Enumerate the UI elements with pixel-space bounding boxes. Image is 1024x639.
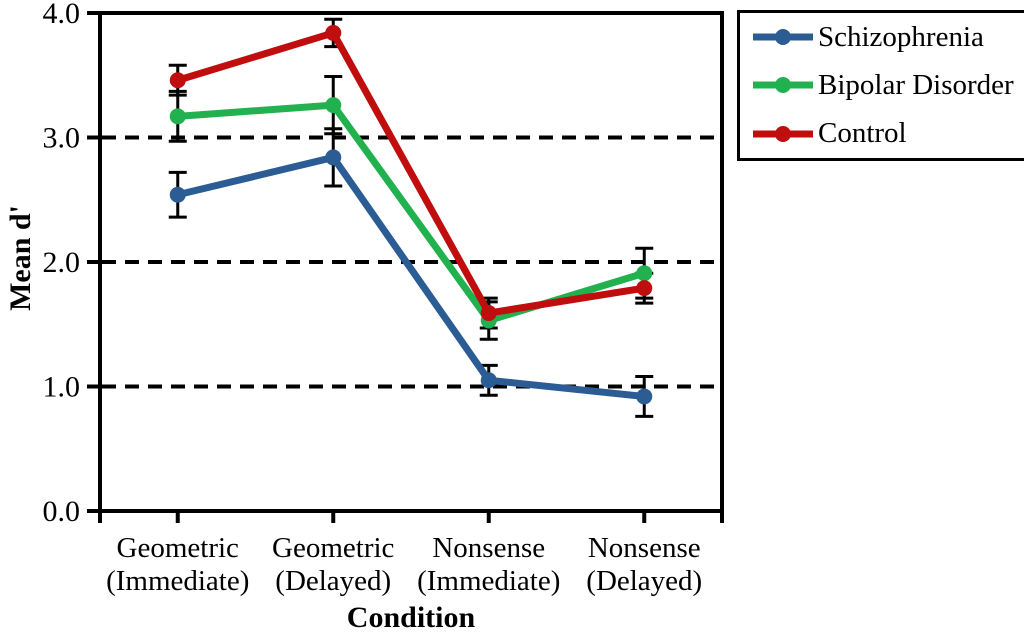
legend-marker — [775, 125, 791, 142]
x-category-label: Nonsense — [588, 532, 701, 564]
series-line-schizophrenia — [174, 153, 648, 400]
data-point-bipolar-disorder — [169, 108, 186, 125]
y-tick-label: 0.0 — [43, 495, 81, 528]
legend-item-schizophrenia: Schizophrenia — [752, 13, 1024, 61]
series-line-bipolar-disorder — [174, 101, 648, 325]
data-point-control — [169, 72, 186, 89]
data-point-schizophrenia — [636, 388, 653, 405]
x-axis-title: Condition — [346, 601, 476, 634]
data-point-control — [480, 305, 497, 322]
legend-label: Schizophrenia — [818, 20, 984, 53]
legend-marker — [775, 77, 791, 94]
legend-item-control: Control — [752, 110, 1024, 158]
data-point-schizophrenia — [480, 372, 497, 389]
x-category-label: Geometric — [272, 532, 394, 564]
series-line-control — [174, 29, 648, 317]
y-tick-label: 1.0 — [43, 371, 81, 404]
legend-item-bipolar-disorder: Bipolar Disorder — [752, 61, 1024, 109]
legend-swatch-schizophrenia — [753, 29, 813, 46]
x-category-label: Geometric — [117, 532, 239, 564]
x-category-label: Nonsense — [432, 532, 545, 564]
data-point-bipolar-disorder — [325, 97, 342, 114]
legend-box: Schizophrenia Bipolar Disorder Control — [737, 10, 1024, 161]
data-point-control — [325, 24, 342, 41]
y-tick-label: 2.0 — [43, 246, 81, 279]
legend-swatch-control — [753, 125, 813, 142]
x-category-label: (Delayed) — [586, 565, 702, 597]
x-category-label: (Immediate) — [417, 565, 560, 597]
legend-marker — [775, 29, 791, 46]
y-tick-label: 3.0 — [43, 122, 81, 155]
y-axis-title: Mean d' — [4, 205, 37, 311]
x-category-label: (Immediate) — [106, 565, 249, 597]
y-tick-label: 4.0 — [43, 0, 81, 30]
data-point-schizophrenia — [169, 186, 186, 203]
data-point-bipolar-disorder — [636, 265, 653, 282]
legend-swatch-bipolar-disorder — [753, 77, 813, 94]
data-point-control — [636, 280, 653, 297]
x-category-label: (Delayed) — [275, 565, 391, 597]
data-point-schizophrenia — [325, 149, 342, 166]
legend-label: Bipolar Disorder — [818, 68, 1014, 101]
legend-label: Control — [818, 117, 907, 150]
